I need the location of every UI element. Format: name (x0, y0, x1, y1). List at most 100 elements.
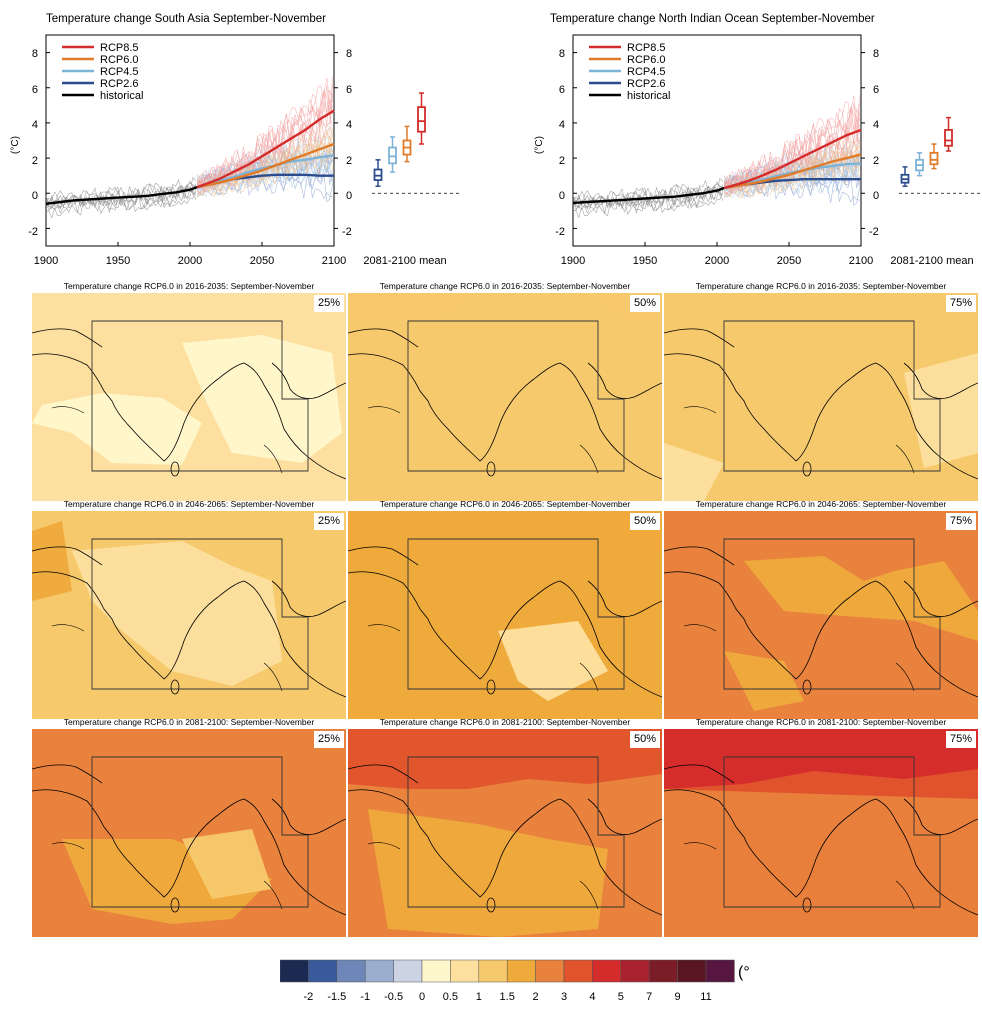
temperature-map (664, 293, 978, 501)
x-tick-label: 2050 (250, 255, 274, 267)
colorbar-tick-label: -2 (304, 991, 314, 1003)
y-tick-label: 2 (32, 155, 38, 167)
island-sri-lanka (170, 679, 180, 695)
legend: RCP8.5 RCP6.0 RCP4.5 RCP2.6 historical (100, 42, 143, 102)
ensemble-member-line (196, 172, 333, 200)
plot-area (572, 34, 982, 247)
ensemble-member-line (197, 77, 333, 186)
legend-label: RCP8.5 (627, 42, 666, 54)
box-body (417, 106, 426, 133)
series-line-historical (572, 186, 725, 205)
x-tick-label: 2000 (178, 255, 202, 267)
chart-title: Temperature change South Asia September-… (46, 13, 326, 25)
coastline (664, 546, 735, 566)
coastline (51, 406, 283, 474)
ensemble-member-line (196, 143, 333, 196)
colorbar-swatch (506, 959, 536, 983)
y-axis-label: (°C) (534, 136, 545, 154)
island-sri-lanka (802, 461, 812, 477)
map-title: Temperature change RCP6.0 in 2046-2065: … (63, 499, 315, 509)
y-tick-label: 2 (346, 155, 352, 167)
series-line-rcp85 (723, 128, 862, 190)
temperature-map (664, 729, 978, 937)
y-tick-label: 0 (559, 190, 565, 202)
y-tick-label: 8 (32, 48, 38, 60)
ensemble-member-line (196, 90, 333, 187)
y-tick-label: 6 (559, 84, 565, 96)
x-tick-label: 2100 (849, 255, 873, 267)
colorbar-tick-label: 2 (533, 991, 539, 1003)
legend-label: historical (100, 90, 143, 102)
colorbar-tick-label: 4 (589, 991, 595, 1003)
coastline (903, 362, 978, 399)
coastline (903, 580, 978, 617)
temperature-contour-region (72, 541, 282, 686)
y-tick-label: 2 (559, 155, 565, 167)
legend-label: RCP6.0 (627, 54, 666, 66)
coastline (32, 571, 346, 698)
island-sri-lanka (486, 461, 496, 477)
temperature-map (664, 511, 978, 719)
y-tick-label: 4 (873, 119, 879, 131)
map-title: Temperature change RCP6.0 in 2046-2065: … (379, 499, 631, 509)
x-tick-labels: 1900 1950 2000 2050 2100 (561, 255, 873, 267)
map-title: Temperature change RCP6.0 in 2081-2100: … (63, 717, 315, 727)
coastline (271, 362, 346, 399)
colorbar-swatch (478, 959, 508, 983)
island-sri-lanka (486, 679, 496, 695)
colorbar-swatch (279, 959, 309, 983)
colorbar-swatch (620, 959, 650, 983)
coastline (683, 624, 915, 692)
box-body (944, 129, 953, 147)
temperature-contour-region (182, 335, 342, 463)
percentile-label: 50% (629, 731, 660, 748)
colorbar-svg: (°C) -2 -1.5 -1 -0.5 0 0.5 1 1.5 2 3 4 5 7 9 11 (279, 959, 767, 1003)
y-tick-label: 6 (32, 84, 38, 96)
temperature-contour-region (348, 729, 662, 789)
y-tick-label: 6 (346, 84, 352, 96)
region-box-outline (407, 756, 625, 908)
colorbar-tick-label: -1 (360, 991, 370, 1003)
coastline (664, 789, 978, 916)
legend-label: RCP2.6 (627, 78, 666, 90)
temperature-map (32, 511, 346, 719)
series-line-rcp60 (724, 153, 862, 190)
coastline (587, 798, 662, 835)
coastline (32, 546, 103, 566)
y-tick-label: 8 (559, 48, 565, 60)
legend-label: RCP6.0 (100, 54, 139, 66)
coastline (32, 328, 103, 348)
y-tick-label: 8 (873, 48, 879, 60)
coastline (32, 789, 346, 916)
region-box-outline (407, 538, 625, 690)
map-panel: Temperature change RCP6.0 in 2081-2100: … (348, 715, 662, 937)
y-tick-labels-left: 8 6 4 2 0 -2 (28, 48, 38, 238)
temperature-map (348, 729, 662, 937)
legend-label: RCP4.5 (627, 66, 666, 78)
timeseries-chart: Temperature change North Indian Ocean Se… (534, 13, 982, 267)
map-panel: Temperature change RCP6.0 in 2046-2065: … (348, 497, 662, 719)
ensemble-member-line (196, 76, 333, 185)
x-tick-label: 2050 (777, 255, 801, 267)
box-axis-label: 2081-2100 mean (363, 255, 446, 267)
region-box-outline (723, 538, 941, 690)
temperature-contour-region (724, 651, 804, 711)
coastline (367, 842, 599, 910)
legend-label: RCP4.5 (100, 66, 139, 78)
temperature-map (348, 293, 662, 501)
colorbar-swatch (677, 959, 707, 983)
box-body (929, 151, 939, 166)
percentile-label: 75% (945, 513, 976, 530)
coastline (903, 798, 978, 835)
y-tick-label: -2 (555, 226, 565, 238)
coastline (348, 353, 662, 480)
legend-label: RCP2.6 (100, 78, 139, 90)
y-tick-label: 2 (873, 155, 879, 167)
coastline (587, 362, 662, 399)
colorbar: (°C) -2 -1.5 -1 -0.5 0 0.5 1 1.5 2 3 4 5 7 9 11 (279, 958, 767, 1008)
map-panel: Temperature change RCP6.0 in 2016-2035: … (348, 279, 662, 501)
y-tick-label: 4 (32, 119, 38, 131)
x-tick-label: 2000 (705, 255, 729, 267)
colorbar-swatch (592, 959, 622, 983)
temperature-map (348, 511, 662, 719)
